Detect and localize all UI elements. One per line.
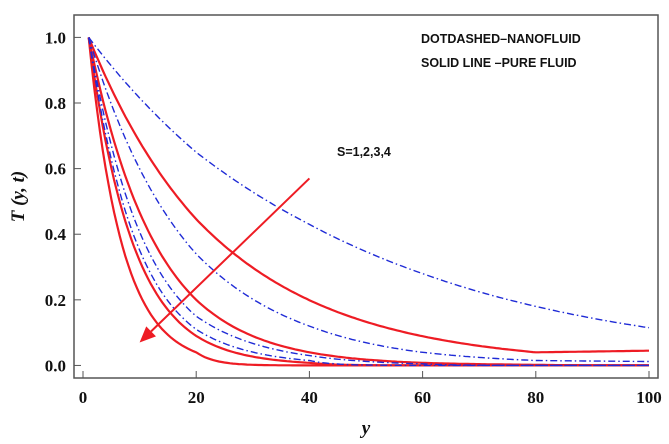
y-tick-label: 0.2 xyxy=(45,291,66,310)
x-tick-label: 100 xyxy=(636,388,662,407)
y-tick-label: 0.6 xyxy=(45,160,66,179)
x-tick-label: 40 xyxy=(301,388,318,407)
y-tick-label: 0.4 xyxy=(45,225,67,244)
nanofluid-curve-4 xyxy=(88,37,649,367)
labels-group: 0 20 40 60 80 100 0.0 0.2 0.4 0.6 0.8 1.0 xyxy=(45,28,662,407)
y-tick-label: 0.0 xyxy=(45,356,66,375)
x-tick-label: 80 xyxy=(527,388,544,407)
y-tick-label: 1.0 xyxy=(45,28,66,47)
plot-frame xyxy=(73,14,659,379)
trend-arrow xyxy=(150,177,311,333)
pure-fluid-curve-3 xyxy=(87,37,649,367)
x-axis-label: y xyxy=(360,418,371,439)
x-tick-label: 20 xyxy=(188,388,205,407)
s-parameter-annotation: S=1,2,3,4 xyxy=(337,145,391,159)
curves-group xyxy=(87,36,650,367)
nanofluid-curve-2 xyxy=(88,37,649,363)
x-tick-label: 0 xyxy=(79,388,88,407)
ticks-group xyxy=(74,36,650,378)
y-axis-label: T (y, t) xyxy=(8,171,29,223)
x-tick-label: 60 xyxy=(414,388,431,407)
legend-pure-fluid: SOLID LINE –PURE FLUID xyxy=(421,56,577,70)
nanofluid-curve-1 xyxy=(88,36,650,329)
pure-fluid-curve-1 xyxy=(87,36,649,354)
y-tick-label: 0.8 xyxy=(45,94,66,113)
legend-nanofluid: DOTDASHED–NANOFLUID xyxy=(421,32,581,46)
trend-arrow-head xyxy=(139,326,156,343)
